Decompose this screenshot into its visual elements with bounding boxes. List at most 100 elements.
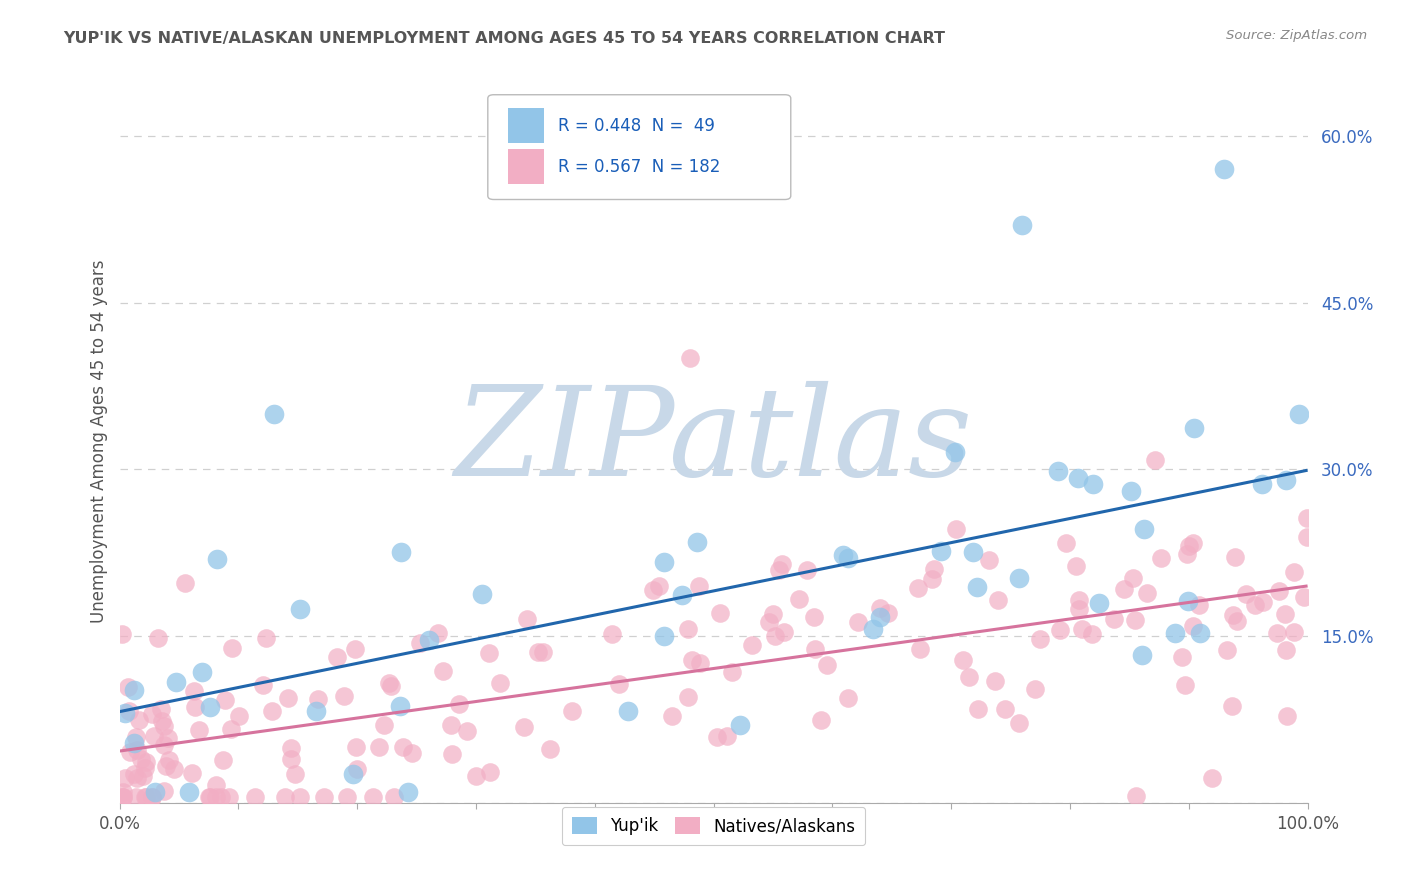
Natives/Alaskans [464,769,486,783]
Yup'ik [943,445,966,459]
Yup'ik [1046,464,1069,478]
Natives/Alaskans [153,783,176,797]
Natives/Alaskans [280,741,302,756]
Natives/Alaskans [456,724,478,739]
FancyBboxPatch shape [488,95,790,200]
Yup'ik [837,550,859,565]
Natives/Alaskans [336,790,359,805]
Natives/Alaskans [128,713,150,727]
Yup'ik [1083,476,1105,491]
Natives/Alaskans [966,702,988,716]
Natives/Alaskans [1136,586,1159,600]
Natives/Alaskans [957,670,980,684]
Natives/Alaskans [361,790,384,805]
Natives/Alaskans [1243,598,1265,612]
Natives/Alaskans [117,680,139,694]
Natives/Alaskans [706,730,728,744]
Natives/Alaskans [1054,536,1077,550]
Yup'ik [396,785,419,799]
Natives/Alaskans [260,705,283,719]
Natives/Alaskans [648,579,671,593]
Natives/Alaskans [125,790,148,805]
Natives/Alaskans [846,615,869,629]
Natives/Alaskans [1024,682,1046,697]
Yup'ik [671,588,693,602]
Natives/Alaskans [688,579,710,593]
Natives/Alaskans [143,729,166,743]
Natives/Alaskans [122,767,145,781]
Natives/Alaskans [477,647,499,661]
Natives/Alaskans [326,649,349,664]
Natives/Alaskans [987,592,1010,607]
Yup'ik [1275,473,1298,487]
Bar [508,109,544,143]
Natives/Alaskans [214,693,236,707]
Natives/Alaskans [441,747,464,761]
Natives/Alaskans [561,704,583,718]
Text: Source: ZipAtlas.com: Source: ZipAtlas.com [1226,29,1367,42]
Yup'ik [1130,648,1153,662]
Yup'ik [966,580,988,594]
Natives/Alaskans [513,720,536,734]
Yup'ik [1288,407,1310,421]
Natives/Alaskans [763,629,786,643]
Natives/Alaskans [709,606,731,620]
Natives/Alaskans [252,678,274,692]
Natives/Alaskans [439,718,461,732]
Yup'ik [1213,162,1236,177]
Natives/Alaskans [218,790,240,805]
Natives/Alaskans [274,790,297,805]
Natives/Alaskans [768,563,790,577]
Natives/Alaskans [205,790,228,805]
Natives/Alaskans [307,691,329,706]
Natives/Alaskans [1222,698,1244,713]
Natives/Alaskans [1175,548,1198,562]
Yup'ik [652,629,675,643]
Text: YUP'IK VS NATIVE/ALASKAN UNEMPLOYMENT AMONG AGES 45 TO 54 YEARS CORRELATION CHAR: YUP'IK VS NATIVE/ALASKAN UNEMPLOYMENT AM… [63,31,945,46]
Natives/Alaskans [117,705,139,719]
Yup'ik [471,587,494,601]
Natives/Alaskans [1292,590,1315,604]
Natives/Alaskans [607,677,630,691]
Natives/Alaskans [641,582,664,597]
Natives/Alaskans [1295,511,1317,525]
Natives/Alaskans [1251,594,1274,608]
Natives/Alaskans [679,351,702,366]
Yup'ik [929,543,952,558]
Natives/Alaskans [1201,772,1223,786]
Natives/Alaskans [280,752,302,766]
Natives/Alaskans [877,606,900,620]
Natives/Alaskans [112,785,135,799]
Natives/Alaskans [479,764,502,779]
Natives/Alaskans [837,691,859,706]
Natives/Alaskans [770,557,793,571]
Natives/Alaskans [531,645,554,659]
Natives/Alaskans [1222,607,1244,622]
Natives/Alaskans [373,718,395,732]
Yup'ik [124,736,146,750]
Natives/Alaskans [245,790,267,805]
Natives/Alaskans [155,759,177,773]
Yup'ik [1177,594,1199,608]
Natives/Alaskans [538,742,561,756]
Yup'ik [418,633,440,648]
Yup'ik [1121,484,1143,499]
Natives/Alaskans [111,627,134,641]
Legend: Yup'ik, Natives/Alaskans: Yup'ik, Natives/Alaskans [562,807,865,845]
Yup'ik [1182,420,1205,434]
Natives/Alaskans [312,790,335,805]
Yup'ik [165,675,187,690]
Natives/Alaskans [1150,550,1173,565]
Natives/Alaskans [141,706,163,721]
Yup'ik [728,717,751,731]
Natives/Alaskans [132,769,155,783]
Natives/Alaskans [146,631,169,645]
Yup'ik [1067,470,1090,484]
Yup'ik [342,766,364,780]
Natives/Alaskans [211,753,233,767]
Natives/Alaskans [157,731,180,745]
Natives/Alaskans [447,698,470,712]
Natives/Alaskans [772,625,794,640]
Natives/Alaskans [426,626,449,640]
Yup'ik [114,706,136,720]
